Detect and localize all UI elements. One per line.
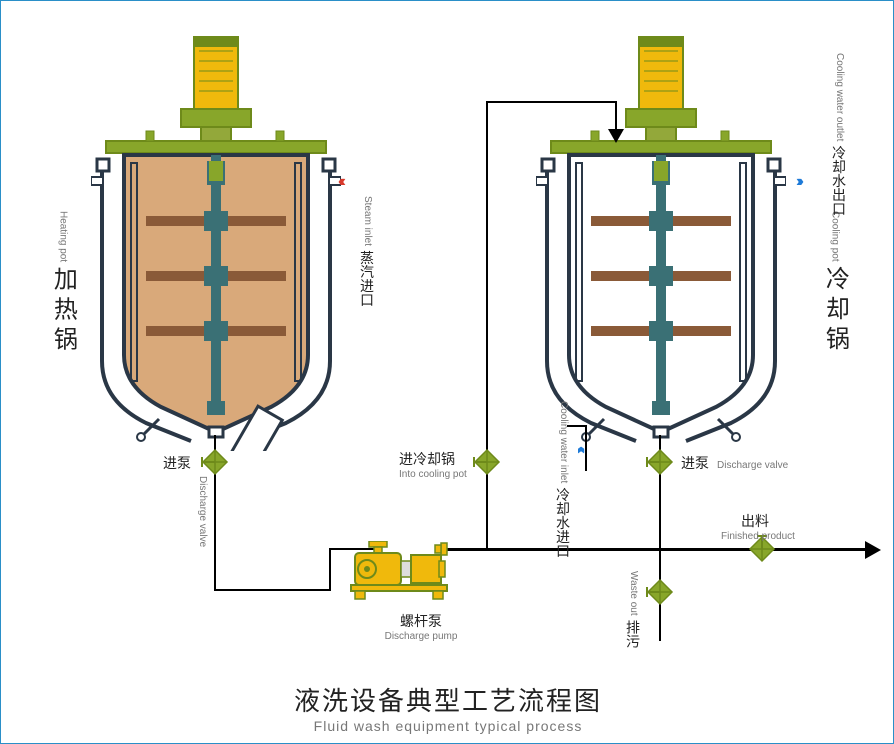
pipe-up-v xyxy=(486,101,488,550)
into-cooling-label: 进冷却锅 Into cooling pot xyxy=(399,449,467,480)
steam-inlet-label: Steam inlet 蒸汽进口 xyxy=(357,196,377,306)
valve-waste xyxy=(645,577,675,607)
valve-discharge-t1 xyxy=(200,447,230,477)
discharge-valve-t2-en: Discharge valve xyxy=(717,455,788,473)
discharge-pump xyxy=(341,541,461,611)
cooling-pot-label: Cooling pot 冷却锅 xyxy=(821,211,847,356)
cooling-inlet-label: Cooling water inlet 冷却水进口 xyxy=(553,401,573,558)
cooling-pot xyxy=(536,31,786,451)
cooling-inlet-icon: ‹‹‹ xyxy=(572,446,590,450)
arrow-into-cooling xyxy=(608,129,624,143)
discharge-valve-t2-cn: 进泵 xyxy=(681,453,709,473)
discharge-valve-t1-cn: 进泵 xyxy=(163,453,191,473)
discharge-valve-t1-en: Discharge valve xyxy=(193,476,211,547)
valve-into-cooling xyxy=(472,447,502,477)
valve-discharge-t2 xyxy=(645,447,675,477)
pipe-up-h xyxy=(486,101,617,103)
waste-label: Waste out 排污 xyxy=(623,571,643,648)
finished-label: 出料 Finished product xyxy=(741,511,795,542)
heating-pot xyxy=(91,31,341,451)
pipe-to-pump-h xyxy=(214,589,331,591)
pipe-pump-up xyxy=(329,548,331,591)
steam-inlet-icon: ‹‹‹ xyxy=(338,173,342,191)
arrow-finished-product xyxy=(865,541,881,559)
cooling-outlet-label: Cooling water outlet 冷却水出口 xyxy=(829,53,849,216)
diagram-title: 液洗设备典型工艺流程图 Fluid wash equipment typical… xyxy=(1,681,894,734)
pipe-main-h xyxy=(435,548,867,551)
cooling-outlet-icon: ››› xyxy=(796,173,800,191)
heating-pot-label: Heating pot 加热锅 xyxy=(49,211,75,357)
pump-label: 螺杆泵 Discharge pump xyxy=(361,611,481,642)
